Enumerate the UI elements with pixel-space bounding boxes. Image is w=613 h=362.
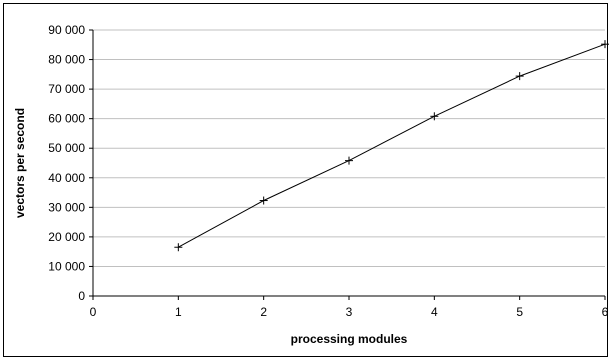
series-line — [178, 43, 606, 248]
data-point-marker — [345, 156, 353, 165]
y-tick-label: 70 000 — [48, 82, 85, 96]
y-tick-labels: 0 10 000 20 000 30 000 40 000 50 000 60 000 70 … — [48, 23, 85, 303]
data-point-marker — [515, 72, 524, 81]
data-point-marker — [174, 243, 183, 252]
y-tick-label: 50 000 — [48, 141, 85, 155]
data-point-marker — [259, 196, 268, 205]
y-tick-label: 30 000 — [48, 200, 85, 214]
data-point-marker — [430, 112, 439, 121]
x-tick-labels: 0 1 2 3 4 5 6 — [90, 305, 609, 319]
x-tick-label: 4 — [431, 305, 438, 319]
series-layer — [174, 40, 609, 252]
data-point-marker — [601, 40, 609, 49]
x-tick-label: 0 — [90, 305, 97, 319]
y-tick-label: 20 000 — [48, 230, 85, 244]
x-tick-label: 2 — [260, 305, 267, 319]
axes — [89, 29, 606, 300]
y-tick-label: 60 000 — [48, 112, 85, 126]
x-tick-label: 6 — [602, 305, 609, 319]
x-tick-label: 1 — [175, 305, 182, 319]
grid-lines — [93, 29, 605, 267]
x-tick-label: 5 — [516, 305, 523, 319]
y-tick-label: 80 000 — [48, 53, 85, 67]
y-tick-label: 0 — [78, 289, 85, 303]
y-tick-label: 40 000 — [48, 171, 85, 185]
chart-frame — [3, 3, 608, 357]
x-tick-label: 3 — [346, 305, 353, 319]
y-axis-title: vectors per second — [13, 108, 27, 218]
y-tick-label: 10 000 — [48, 259, 85, 273]
y-tick-label: 90 000 — [48, 23, 85, 37]
x-axis-title: processing modules — [291, 332, 408, 346]
